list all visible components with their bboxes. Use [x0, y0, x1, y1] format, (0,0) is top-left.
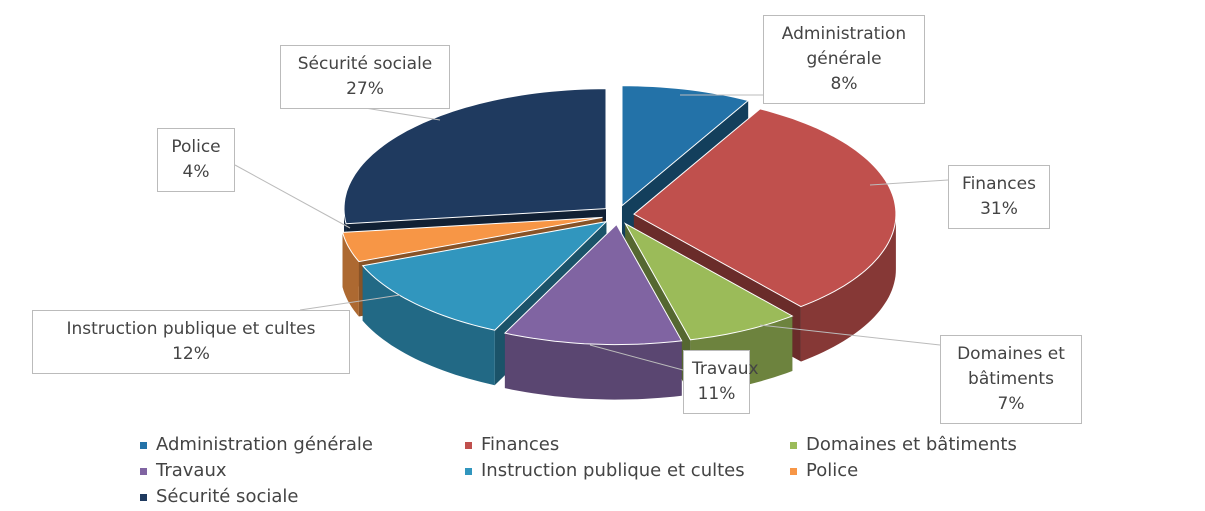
leader-line: [234, 164, 351, 229]
legend-label: Instruction publique et cultes: [481, 460, 745, 481]
label-value: 8%: [830, 74, 858, 94]
legend-label: Domaines et bâtiments: [806, 434, 1017, 455]
legend-label: Administration générale: [156, 434, 373, 455]
label-value: 11%: [697, 384, 736, 404]
slice-rim: [342, 232, 359, 317]
data-label: Finances 31%: [948, 165, 1050, 229]
label-value: 12%: [172, 344, 210, 364]
legend-item: Finances: [465, 434, 559, 455]
slice: [621, 85, 750, 207]
legend-item: Instruction publique et cultes: [465, 460, 745, 481]
legend-marker: [465, 441, 472, 449]
slice: [623, 222, 794, 341]
legend-marker: [140, 441, 147, 449]
legend-item: Domaines et bâtiments: [790, 434, 1017, 455]
legend-item: Travaux: [140, 460, 227, 481]
legend-item: Administration générale: [140, 434, 373, 455]
slice-rim: [800, 214, 896, 362]
slice: [341, 216, 603, 263]
label-value: 4%: [182, 162, 210, 182]
legend-marker: [465, 467, 472, 475]
label-name: Domaines et bâtiments: [957, 344, 1065, 389]
data-label: Administration générale 8%: [763, 15, 925, 104]
label-value: 7%: [997, 394, 1025, 414]
label-name: Police: [171, 137, 221, 157]
slice: [343, 88, 607, 225]
slice: [361, 220, 608, 331]
label-name: Travaux: [692, 359, 759, 379]
data-label: Domaines et bâtiments 7%: [940, 335, 1082, 424]
label-name: Administration générale: [781, 24, 907, 69]
leader-line: [869, 179, 949, 186]
label-value: 31%: [980, 199, 1018, 219]
data-label: Sécurité sociale 27%: [280, 45, 450, 109]
legend-item: Sécurité sociale: [140, 486, 298, 507]
label-name: Instruction publique et cultes: [66, 319, 316, 339]
legend-marker: [140, 493, 147, 501]
legend-marker: [140, 467, 147, 475]
legend-marker: [790, 467, 797, 475]
data-label: Travaux 11%: [683, 350, 759, 414]
legend-item: Police: [790, 460, 858, 481]
label-name: Sécurité sociale: [297, 54, 433, 74]
label-value: 27%: [346, 79, 384, 99]
legend-marker: [790, 441, 797, 449]
slice: [633, 108, 897, 308]
leader-line: [589, 344, 684, 371]
legend-label: Travaux: [156, 460, 227, 481]
legend-label: Finances: [481, 434, 560, 455]
legend-label: Police: [806, 460, 859, 481]
slice: [503, 223, 683, 346]
slice-rim: [504, 333, 682, 400]
legend-label: Sécurité sociale: [156, 486, 299, 507]
data-label: Police 4%: [157, 128, 235, 192]
leader-line: [759, 324, 941, 346]
leader-line: [299, 294, 401, 311]
leader-line: [364, 107, 441, 121]
label-name: Finances: [962, 174, 1036, 194]
data-label: Instruction publique et cultes 12%: [32, 310, 350, 374]
